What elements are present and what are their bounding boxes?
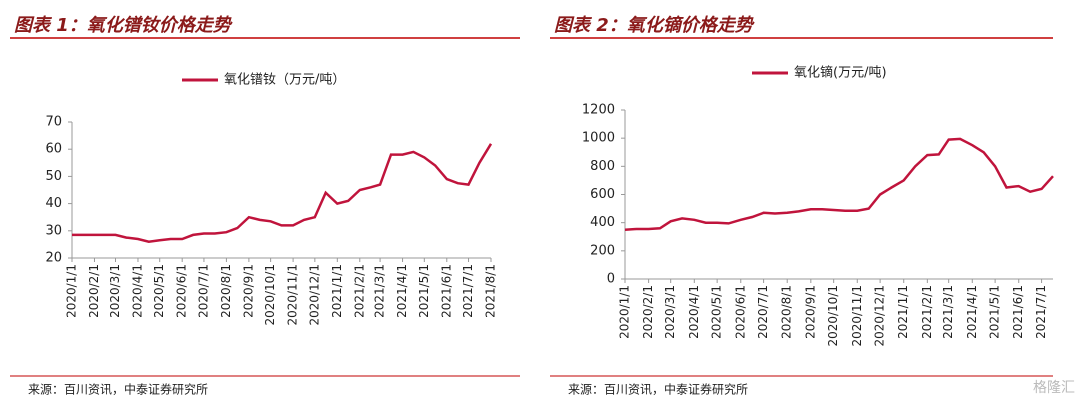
- x-tick-label: 2020/5/1: [710, 285, 724, 339]
- y-tick-label: 50: [45, 169, 62, 184]
- x-tick-label: 2020/8/1: [219, 264, 233, 318]
- x-tick-label: 2021/1/1: [330, 264, 344, 318]
- x-tick-label: 2020/7/1: [196, 264, 210, 318]
- x-tick-label: 2020/11/1: [286, 264, 300, 326]
- chart-title: 图表 2：氧化镝价格走势: [554, 15, 755, 36]
- x-tick-label: 2021/4/1: [395, 264, 409, 318]
- chart-title: 图表 1：氧化镨钕价格走势: [14, 15, 233, 36]
- x-tick-label: 2020/5/1: [152, 264, 166, 318]
- y-tick-label: 40: [45, 196, 62, 211]
- x-tick-label: 2020/4/1: [130, 264, 144, 318]
- y-tick-label: 200: [590, 243, 615, 258]
- x-tick-label: 2020/1/1: [65, 264, 79, 318]
- x-tick-label: 2020/2/1: [87, 264, 101, 318]
- y-tick-label: 600: [590, 187, 615, 202]
- x-tick-label: 2020/9/1: [241, 264, 255, 318]
- x-tick-label: 2021/5/1: [988, 285, 1002, 339]
- x-tick-label: 2020/3/1: [108, 264, 122, 318]
- x-tick-label: 2021/8/1: [484, 264, 498, 318]
- x-tick-label: 2020/7/1: [756, 285, 770, 339]
- y-tick-label: 70: [45, 115, 62, 130]
- legend-label: 氧化镨钕（万元/吨）: [224, 72, 345, 88]
- y-tick-label: 400: [590, 215, 615, 230]
- x-tick-label: 2020/10/1: [826, 285, 840, 347]
- y-tick-label: 800: [590, 159, 615, 174]
- x-tick-label: 2021/2/1: [352, 264, 366, 318]
- y-tick-label: 1000: [582, 131, 615, 146]
- y-tick-label: 20: [45, 251, 62, 266]
- x-tick-label: 2021/5/1: [417, 264, 431, 318]
- source: 来源：百川资讯，中泰证券研究所: [568, 382, 748, 397]
- x-tick-label: 2020/12/1: [307, 264, 321, 326]
- x-tick-label: 2020/3/1: [663, 285, 677, 339]
- x-tick-label: 2021/6/1: [439, 264, 453, 318]
- x-tick-label: 2020/8/1: [780, 285, 794, 339]
- x-tick-label: 2020/2/1: [641, 285, 655, 339]
- x-tick-label: 2021/2/1: [920, 285, 934, 339]
- x-tick-label: 2020/10/1: [263, 264, 277, 326]
- line-series: [72, 143, 493, 243]
- x-tick-label: 2021/3/1: [941, 285, 955, 339]
- line-series: [624, 137, 1054, 231]
- x-tick-label: 2020/1/1: [618, 285, 632, 339]
- legend-label: 氧化镝(万元/吨): [794, 65, 887, 81]
- y-tick-label: 60: [45, 142, 62, 157]
- x-tick-label: 2020/4/1: [687, 285, 701, 339]
- x-tick-label: 2020/12/1: [873, 285, 887, 347]
- source: 来源：百川资讯，中泰证券研究所: [28, 382, 208, 397]
- x-tick-label: 2020/6/1: [733, 285, 747, 339]
- x-tick-label: 2020/11/1: [850, 285, 864, 347]
- x-tick-label: 2021/6/1: [1011, 285, 1025, 339]
- y-tick-label: 1200: [582, 103, 615, 118]
- x-tick-label: 2020/6/1: [175, 264, 189, 318]
- y-tick-label: 0: [607, 272, 615, 287]
- x-tick-label: 2021/7/1: [461, 264, 475, 318]
- x-tick-label: 2021/3/1: [373, 264, 387, 318]
- x-tick-label: 2020/9/1: [803, 285, 817, 339]
- watermark: 格隆汇: [1033, 380, 1075, 396]
- x-tick-label: 2021/7/1: [1034, 285, 1048, 339]
- y-tick-label: 30: [45, 223, 62, 238]
- x-tick-label: 2021/1/1: [896, 285, 910, 339]
- x-tick-label: 2021/4/1: [965, 285, 979, 339]
